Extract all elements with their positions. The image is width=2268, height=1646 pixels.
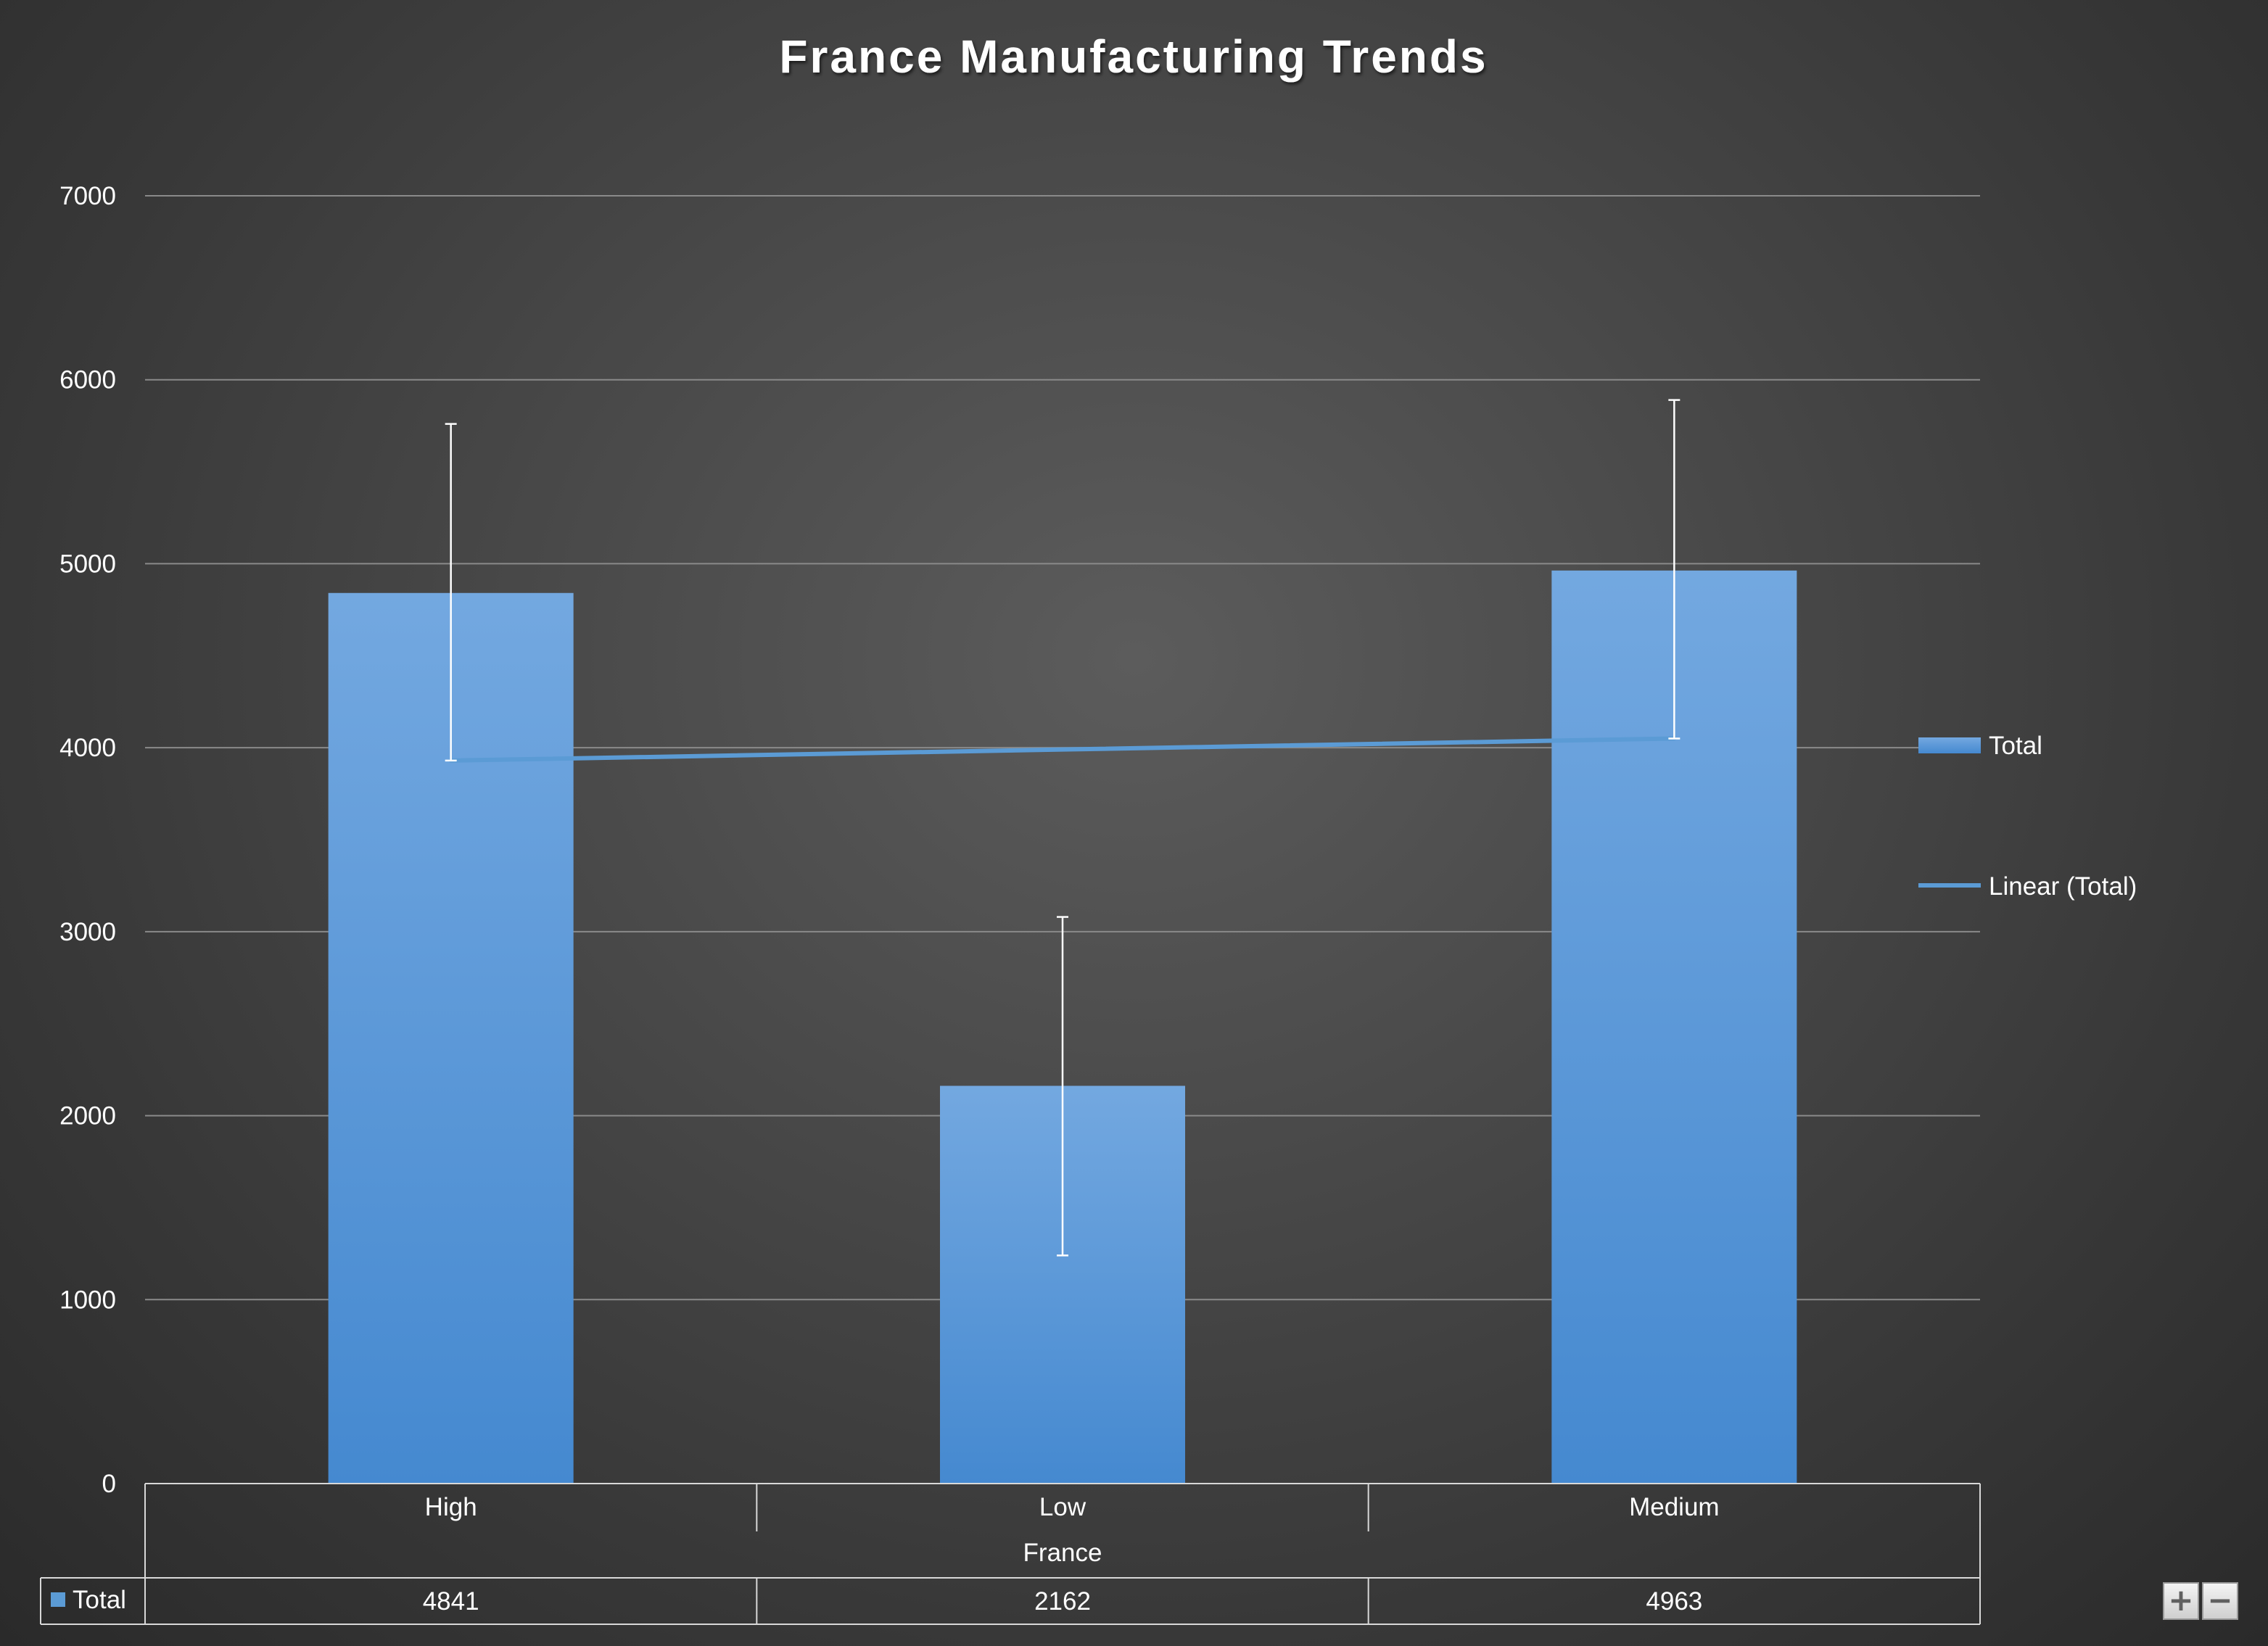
table-legend-key — [51, 1592, 65, 1607]
chart-title: France Manufacturing Trends — [779, 30, 1488, 83]
error-bar-low — [1057, 916, 1068, 1257]
table-value: 4963 — [1646, 1587, 1702, 1616]
y-tick-label: 4000 — [59, 734, 116, 762]
table-value: 2162 — [1034, 1587, 1091, 1616]
y-tick-label: 2000 — [59, 1102, 116, 1130]
zoom-out-button[interactable]: − — [2202, 1582, 2238, 1620]
x-group-label: France — [1023, 1539, 1102, 1567]
error-bar-medium — [1668, 399, 1681, 740]
y-tick-label: 6000 — [59, 366, 116, 394]
table-value: 4841 — [423, 1587, 479, 1616]
zoom-in-button[interactable]: + — [2163, 1582, 2199, 1620]
x-tick-label: Medium — [1629, 1493, 1719, 1521]
x-tick-label: High — [425, 1493, 477, 1521]
y-tick-label: 0 — [102, 1470, 116, 1498]
table-row-label: Total — [73, 1586, 126, 1614]
y-tick-label: 5000 — [59, 550, 116, 578]
y-tick-label: 1000 — [59, 1286, 116, 1314]
legend-label-total: Total — [1989, 732, 2042, 760]
x-tick-label: Low — [1039, 1493, 1086, 1521]
legend-key-total — [1918, 737, 1981, 753]
y-tick-label: 7000 — [59, 182, 116, 210]
legend-label-trendline: Linear (Total) — [1989, 872, 2137, 901]
y-tick-label: 3000 — [59, 918, 116, 946]
trendline-linear-total — [448, 736, 1677, 763]
error-bar-high — [445, 423, 457, 762]
